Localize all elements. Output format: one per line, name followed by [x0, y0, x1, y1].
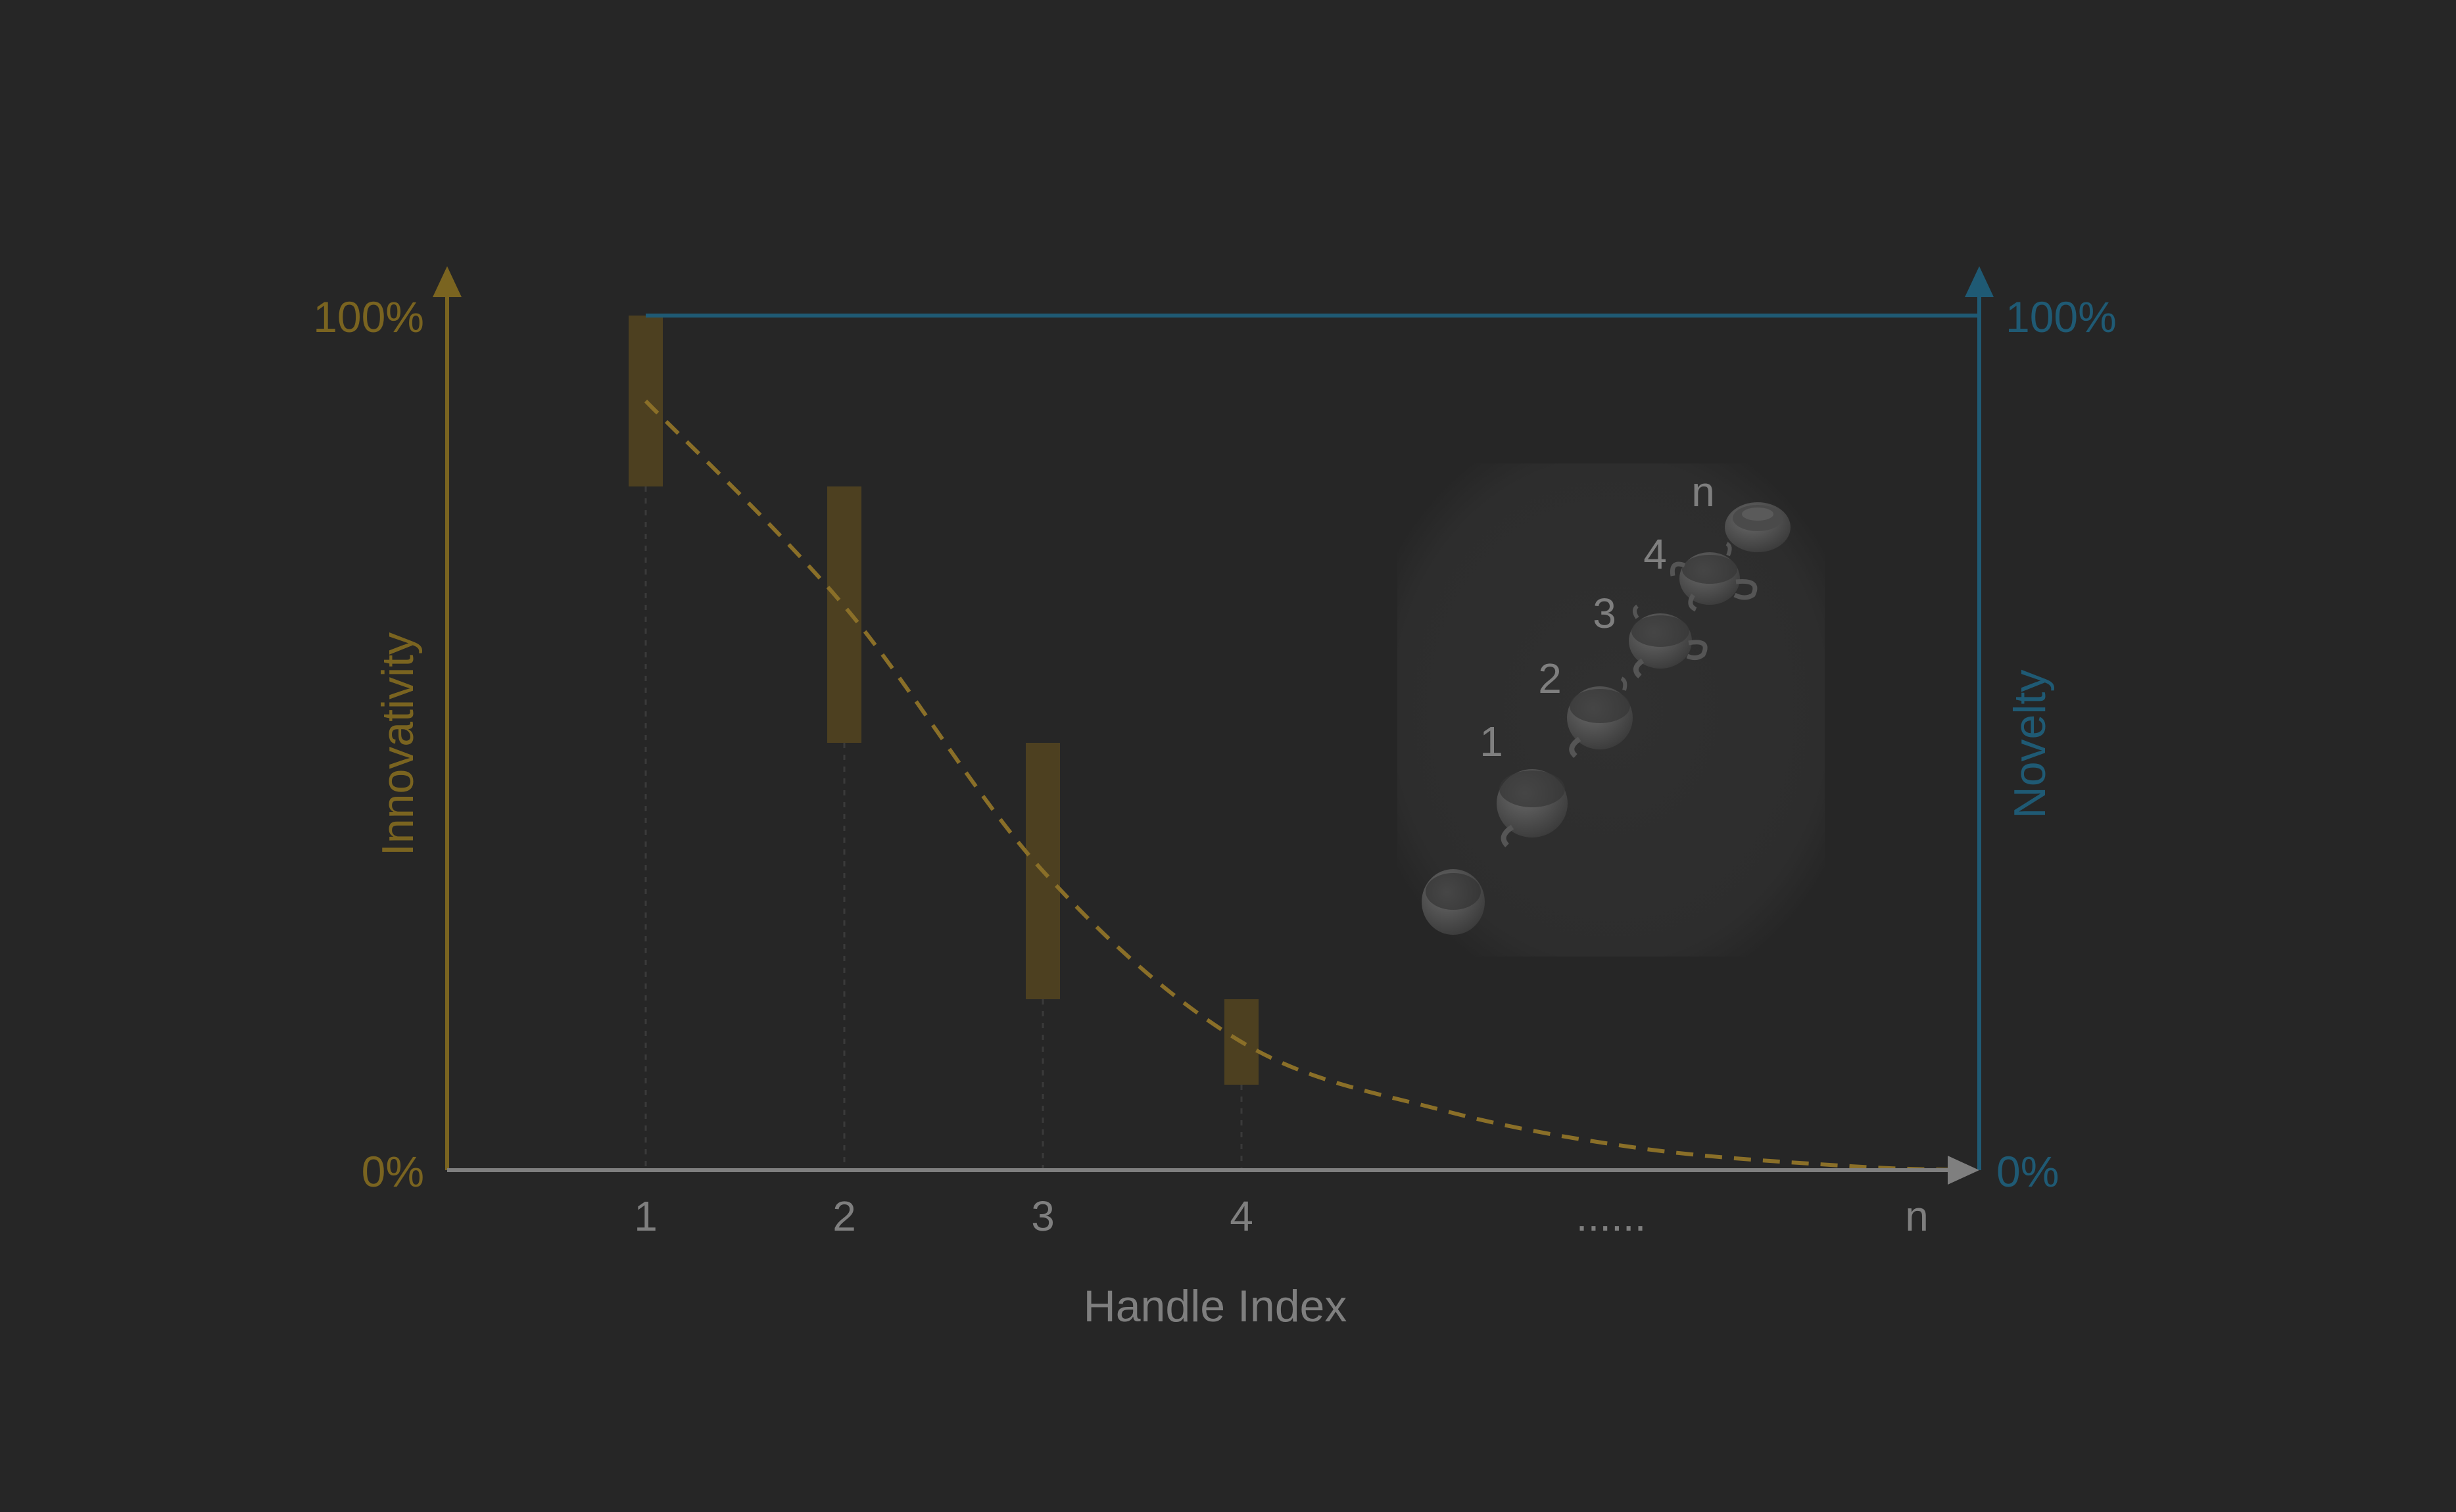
cup-4-icon: [1670, 542, 1758, 612]
x-tick-ellipsis: ......: [1576, 1193, 1647, 1240]
bars-group: [629, 316, 1259, 1085]
cup-n-icon: [1725, 502, 1791, 552]
right-tick-100: 100%: [2006, 293, 2117, 341]
left-axis-title: Innovativity: [373, 632, 423, 856]
inset-cups-image: 1 2 3 4 n: [1397, 463, 1825, 957]
x-tick-4: 4: [1230, 1193, 1253, 1240]
cup-2-icon: [1567, 676, 1633, 759]
inset-label-1: 1: [1480, 718, 1503, 765]
x-tick-3: 3: [1031, 1193, 1055, 1240]
inset-label-n: n: [1691, 468, 1715, 515]
innovativity-curve: [644, 399, 1967, 1172]
cup-0-icon: [1422, 869, 1485, 935]
left-axis-arrowhead: [433, 266, 462, 297]
inset-label-2: 2: [1538, 655, 1562, 702]
inset-label-3: 3: [1593, 590, 1616, 637]
x-tick-1: 1: [634, 1193, 658, 1240]
innovativity-curve-path: [644, 399, 1967, 1172]
x-tick-labels: 1 2 3 4...... n: [634, 1193, 1929, 1240]
cup-1-icon: [1497, 769, 1568, 847]
x-axis-arrowhead: [1948, 1156, 1979, 1185]
left-tick-100: 100%: [313, 293, 424, 341]
vertical-guides: [644, 486, 1243, 1170]
left-tick-0: 0%: [362, 1147, 424, 1196]
cup-3-icon: [1629, 604, 1708, 679]
right-axis-title: Novelty: [2005, 670, 2055, 819]
x-tick-n: n: [1905, 1193, 1929, 1240]
bar-2: [827, 486, 861, 743]
right-axis-arrowhead: [1965, 266, 1994, 297]
x-axis-title: Handle Index: [1084, 1281, 1347, 1331]
right-tick-0: 0%: [1996, 1147, 2059, 1196]
inset-label-4: 4: [1643, 531, 1667, 578]
x-tick-2: 2: [832, 1193, 856, 1240]
